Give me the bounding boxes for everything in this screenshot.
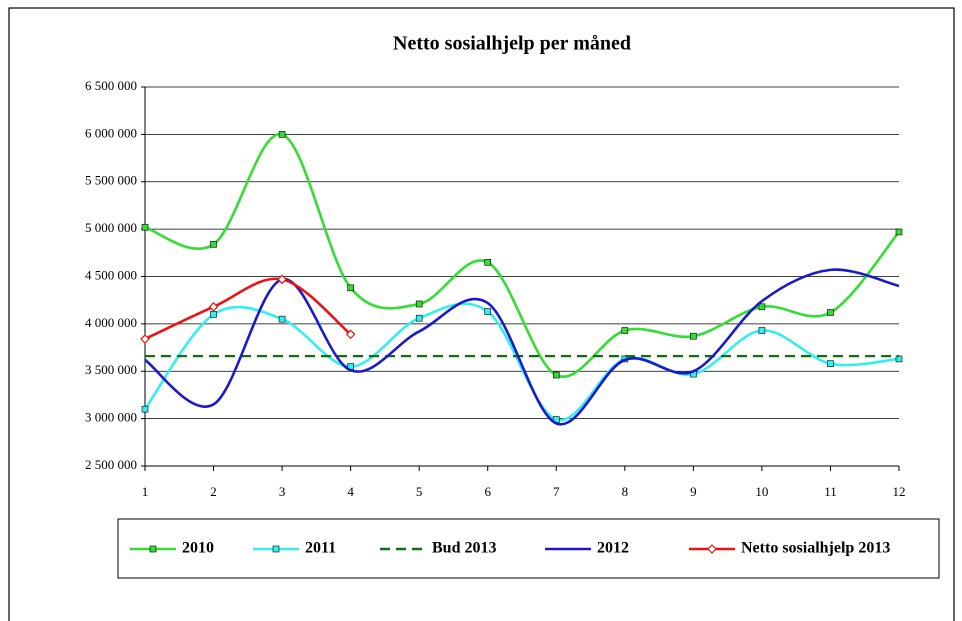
y-tick-label: 5 000 000 <box>85 220 137 235</box>
marker <box>208 301 219 312</box>
y-tick-label: 4 500 000 <box>85 267 137 282</box>
marker <box>141 223 149 231</box>
marker <box>210 311 217 318</box>
series-line <box>144 133 900 378</box>
x-tick-label: 3 <box>279 484 286 499</box>
legend-marker <box>149 545 157 553</box>
marker <box>484 308 492 315</box>
marker <box>552 371 560 379</box>
series-line <box>144 277 352 341</box>
marker <box>347 284 354 292</box>
x-tick-label: 11 <box>824 484 837 499</box>
marker <box>345 329 356 340</box>
legend-label: Bud 2013 <box>432 540 496 557</box>
series-line <box>144 268 900 426</box>
marker <box>758 327 766 334</box>
y-tick-label: 4 000 000 <box>85 315 137 330</box>
chart-frame <box>8 7 955 621</box>
marker <box>141 405 149 413</box>
marker <box>895 228 903 236</box>
x-tick-label: 4 <box>347 484 354 499</box>
legend-marker <box>707 544 717 554</box>
legend-label: 2010 <box>182 540 214 557</box>
x-tick-label: 9 <box>690 484 697 499</box>
marker <box>827 309 834 316</box>
x-tick-label: 6 <box>484 484 491 499</box>
marker <box>827 360 834 367</box>
marker <box>278 131 286 138</box>
x-tick-label: 12 <box>893 484 906 499</box>
marker <box>415 300 423 308</box>
x-tick-label: 10 <box>755 484 768 499</box>
y-tick-label: 3 000 000 <box>85 410 137 425</box>
x-tick-label: 8 <box>622 484 629 499</box>
x-tick-label: 5 <box>416 484 423 499</box>
y-tick-label: 6 500 000 <box>85 78 137 93</box>
marker <box>278 315 286 323</box>
legend-box <box>117 518 940 579</box>
legend-label: 2012 <box>597 540 629 557</box>
chart-title: Netto sosialhjelp per måned <box>393 33 631 55</box>
marker <box>484 258 492 266</box>
marker <box>621 327 629 334</box>
legend-marker <box>272 545 280 553</box>
marker <box>277 274 287 285</box>
marker <box>758 303 766 311</box>
marker <box>690 332 697 340</box>
y-tick-label: 2 500 000 <box>85 457 137 472</box>
marker <box>210 240 217 248</box>
x-tick-label: 2 <box>210 484 217 499</box>
marker <box>140 334 150 344</box>
y-tick-label: 6 000 000 <box>85 125 137 140</box>
marker <box>415 314 423 322</box>
y-tick-label: 3 500 000 <box>85 362 137 377</box>
legend-label: 2011 <box>305 540 336 557</box>
y-tick-label: 5 500 000 <box>85 173 137 188</box>
x-tick-label: 7 <box>553 484 560 499</box>
legend-label: Netto sosialhjelp 2013 <box>741 540 890 557</box>
x-tick-label: 1 <box>142 484 149 499</box>
